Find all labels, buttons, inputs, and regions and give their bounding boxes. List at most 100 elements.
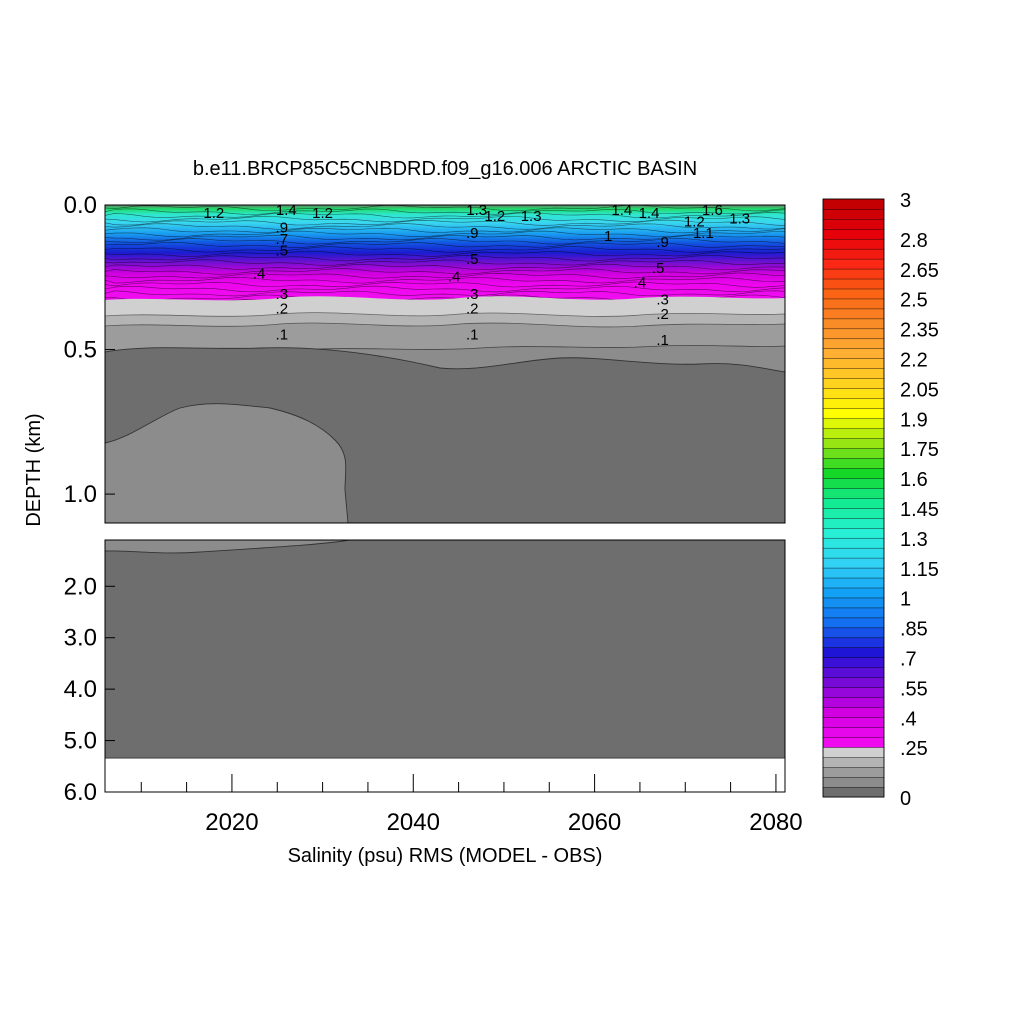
colorbar-swatch	[822, 308, 885, 320]
contour-line	[104, 227, 786, 234]
contour-label: .2	[656, 306, 669, 323]
contour-line	[104, 208, 786, 215]
colorbar-swatch	[822, 368, 885, 379]
contour-line	[104, 259, 786, 266]
contour-line	[104, 215, 786, 223]
colorbar-swatch	[822, 208, 885, 220]
colorbar-swatch	[822, 527, 885, 539]
colorbar-label: 1	[900, 589, 911, 611]
contour-label: .5	[652, 260, 665, 277]
colorbar-swatch	[822, 507, 885, 519]
contour-line	[104, 263, 786, 271]
contour-label: 1.4	[276, 202, 297, 219]
lower-anomaly	[104, 539, 351, 554]
colorbar-swatch	[822, 617, 885, 629]
colorbar-swatch	[822, 198, 885, 210]
contour-label: .2	[466, 300, 479, 317]
colorbar-swatch	[822, 358, 885, 369]
colorbar-swatch	[822, 477, 885, 489]
contour-line	[104, 290, 786, 297]
colorbar-label: 3	[900, 190, 911, 212]
contour-labels: 1.2 1.4 1.2.9.7.5.4.3.2.11.31.2 1.3.9.5.4.3…	[203, 202, 750, 349]
contour-line	[104, 219, 786, 226]
x-tick-label: 2020	[205, 809, 258, 836]
colorbar-swatch	[822, 318, 885, 330]
colorbar-label: .55	[900, 678, 928, 700]
colorbar-label: .25	[900, 738, 928, 760]
colorbar-swatch	[822, 487, 885, 499]
colorbar-label: 1.15	[900, 559, 939, 581]
colorbar-swatch	[822, 268, 885, 280]
colorbar-label: .7	[900, 649, 917, 671]
y-tick-label: 2.0	[64, 573, 97, 600]
contour-label: .4	[448, 268, 461, 285]
contour-line	[104, 241, 786, 248]
contour-line	[104, 285, 786, 293]
colorbar-swatch	[822, 328, 885, 340]
contour-label: .9	[656, 234, 669, 251]
y-axis-lower: 2.0 3.0 4.0 5.0 6.0	[64, 573, 115, 806]
colorbar-swatch	[822, 567, 885, 579]
colorbar-swatch	[822, 737, 885, 748]
colorbar-swatch	[822, 517, 885, 529]
upper-panel	[104, 204, 786, 524]
colorbar-swatch	[822, 248, 885, 260]
colorbar-swatch	[822, 457, 885, 469]
colorbar-swatch	[822, 597, 885, 609]
contour-label: 1.3	[521, 208, 542, 225]
colorbar-swatch	[822, 766, 885, 778]
x-axis: 2020 2040 2060 2080	[140, 774, 803, 836]
colorbar-label: 2.2	[900, 350, 928, 372]
y-tick-label: 1.0	[64, 481, 97, 508]
upper-contour-lines	[104, 204, 786, 306]
colorbar-swatch	[822, 557, 885, 569]
colorbar-swatch	[822, 278, 885, 290]
colorbar-label: 1.9	[900, 409, 928, 431]
y-axis-label: DEPTH (km)	[23, 413, 45, 526]
contour-label: 1.3	[466, 202, 487, 219]
contour-label: .7	[276, 231, 289, 248]
colorbar-swatch	[822, 258, 885, 270]
colorbar-swatch	[822, 298, 885, 310]
contour-line	[104, 223, 786, 230]
colorbar-swatch	[822, 677, 885, 688]
shallow-anomaly	[104, 403, 349, 524]
contour-line	[104, 230, 786, 238]
contour-label: .3	[656, 292, 669, 309]
colorbar-swatch	[822, 338, 885, 349]
contour-label: .9	[276, 219, 289, 236]
contour-line	[104, 238, 786, 245]
x-tick-label: 2060	[568, 809, 621, 836]
colorbar-swatch	[822, 408, 885, 419]
colorbar-swatch	[822, 707, 885, 718]
colorbar-label: 0	[900, 788, 911, 810]
contour-line	[104, 255, 786, 262]
colorbar-swatch	[822, 667, 885, 678]
colorbar-swatch	[822, 776, 885, 788]
colorbar-label: 2.05	[900, 379, 939, 401]
contour-label: .2	[276, 300, 289, 317]
colorbar-swatch	[822, 418, 885, 429]
y-tick-label: 0.5	[64, 337, 97, 364]
contour-line	[104, 204, 786, 212]
colorbar-swatch	[822, 398, 885, 409]
colorbar-swatch	[822, 577, 885, 589]
colorbar-label: .85	[900, 619, 928, 641]
colorbar-swatch	[822, 786, 885, 798]
lower-panel	[104, 539, 786, 793]
colorbar-swatch	[822, 497, 885, 509]
contour-label: 1.4	[639, 205, 660, 222]
y-axis-upper: 0.0 0.5 1.0	[64, 192, 115, 508]
colorbar-swatch	[822, 388, 885, 399]
colorbar-label: 2.35	[900, 320, 939, 342]
x-tick-label: 2080	[749, 809, 802, 836]
contour-label: .3	[466, 286, 479, 303]
colorbar-swatch	[822, 717, 885, 728]
upper-panel-frame	[104, 204, 786, 524]
contour-line	[104, 250, 786, 257]
colorbar-label: 1.75	[900, 439, 939, 461]
contour-line	[104, 276, 786, 284]
colorbar-swatch	[822, 238, 885, 250]
contour-label: 1.2	[312, 205, 333, 222]
colorbar-label: .4	[900, 708, 917, 730]
